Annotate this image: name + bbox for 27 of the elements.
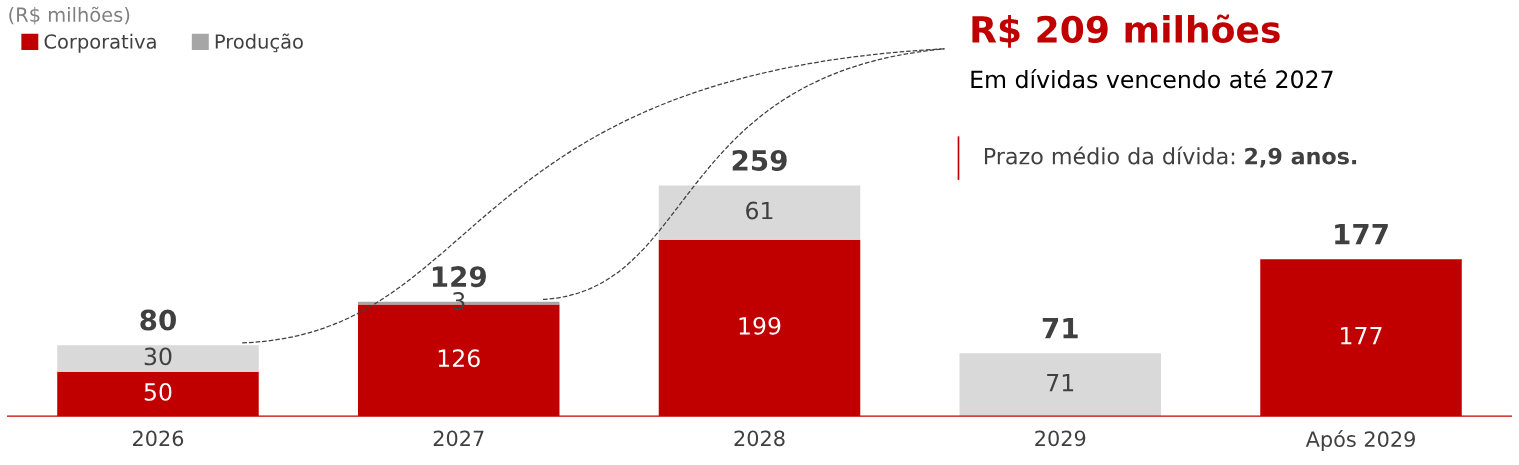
total-label: 129 bbox=[432, 266, 486, 288]
text: R$ 209 milhões bbox=[972, 14, 1280, 48]
x-tick-label: 2026 bbox=[132, 430, 184, 447]
data-label: 30 bbox=[144, 347, 172, 366]
text: Em dívidas vencendo até 2027 bbox=[971, 69, 1333, 89]
legend-label: Produção bbox=[215, 33, 303, 53]
x-tick-label: 2028 bbox=[734, 430, 785, 447]
bar bbox=[57, 345, 259, 372]
data-label: 61 bbox=[746, 201, 773, 220]
data-label: 177 bbox=[1341, 326, 1382, 345]
data-label: 126 bbox=[438, 349, 480, 368]
total-label: 259 bbox=[732, 149, 787, 171]
data-label: 71 bbox=[1047, 373, 1074, 392]
total-label: 80 bbox=[140, 309, 176, 331]
x-tick-label: 2027 bbox=[433, 430, 484, 447]
data-label: 50 bbox=[144, 382, 172, 401]
x-tick-label: Após 2029 bbox=[1305, 430, 1415, 452]
total-label: 71 bbox=[1042, 317, 1078, 339]
legend-label: Corporativa bbox=[44, 33, 156, 53]
text: Prazo médio da dívida: bbox=[984, 146, 1235, 165]
text: 2,9 anos. bbox=[1245, 147, 1357, 168]
data-label: 199 bbox=[739, 316, 781, 335]
x-tick-label: 2029 bbox=[1035, 430, 1086, 447]
bar bbox=[658, 185, 861, 240]
chart-subtitle: (R$ milhões) bbox=[9, 6, 130, 25]
total-label: 177 bbox=[1335, 223, 1388, 245]
bar bbox=[959, 353, 1162, 417]
